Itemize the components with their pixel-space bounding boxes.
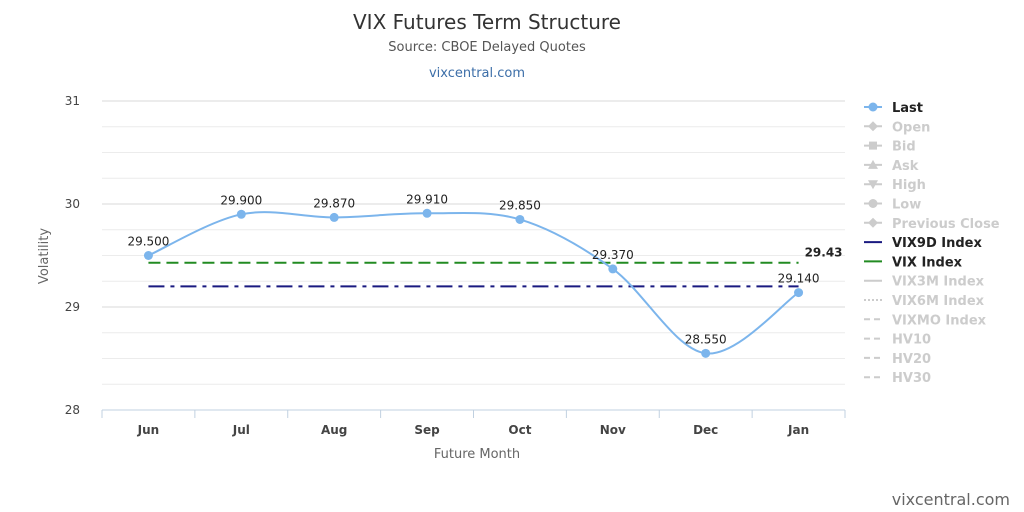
legend-item[interactable]: Bid — [864, 140, 916, 155]
legend-label: Bid — [892, 140, 916, 155]
x-axis-title: Future Month — [434, 447, 520, 462]
legend-marker — [868, 180, 878, 190]
x-tick-label: Oct — [508, 423, 531, 437]
x-tick-label: Jan — [787, 423, 809, 437]
legend-item[interactable]: High — [864, 178, 926, 193]
reference-line-label: 29.43 — [805, 246, 843, 260]
legend-label: Ask — [892, 159, 919, 174]
x-axis: Jun Jul Aug Sep Oct Nov Dec Jan — [101, 409, 846, 437]
legend-label: Previous Close — [892, 217, 1000, 232]
y-axis-title: Volatility — [37, 228, 52, 284]
data-point[interactable] — [143, 251, 153, 260]
x-tick-label: Dec — [693, 423, 718, 437]
legend-label: VIX3M Index — [892, 275, 985, 290]
legend-item[interactable]: VIX9D Index — [864, 236, 982, 251]
legend-item[interactable]: Low — [864, 198, 921, 213]
legend-label: HV20 — [892, 352, 931, 367]
legend-item[interactable]: HV10 — [864, 333, 931, 348]
data-point[interactable] — [515, 214, 525, 224]
legend-marker — [868, 102, 878, 112]
legend-item[interactable]: HV30 — [864, 371, 931, 386]
legend-item[interactable]: VIX Index — [864, 255, 963, 270]
y-tick-label: 30 — [65, 197, 80, 211]
legend-item[interactable]: HV20 — [864, 352, 931, 367]
data-point[interactable] — [236, 209, 246, 219]
legend-marker — [868, 199, 878, 208]
data-point[interactable] — [608, 264, 618, 274]
legend-label: HV10 — [892, 333, 931, 348]
x-tick-label: Jun — [137, 423, 160, 437]
site-link[interactable]: vixcentral.com — [429, 66, 525, 81]
data-point[interactable] — [701, 348, 711, 358]
data-label: 28.550 — [685, 332, 727, 346]
legend-item[interactable]: VIX3M Index — [864, 275, 985, 290]
data-label: 29.910 — [406, 192, 448, 206]
chart-credit[interactable]: vixcentral.com — [892, 490, 1010, 509]
chart-subtitle: Source: CBOE Delayed Quotes — [388, 40, 586, 55]
data-point[interactable] — [329, 212, 339, 222]
legend-item[interactable]: Ask — [864, 159, 919, 174]
data-label: 29.870 — [313, 196, 355, 210]
x-tick-label: Nov — [600, 423, 626, 437]
legend-label: High — [892, 178, 926, 193]
legend-item[interactable]: Open — [864, 120, 930, 135]
legend-marker — [869, 141, 877, 150]
legend-label: Low — [892, 198, 921, 213]
legend-label: VIX6M Index — [892, 294, 985, 309]
data-label: 29.140 — [778, 272, 820, 286]
legend-label: VIX9D Index — [892, 236, 982, 251]
plot-series: 29.43 29.500 29.900 29.870 29.910 29.850 29.37… — [127, 192, 843, 358]
legend-item[interactable]: VIXMO Index — [864, 313, 987, 328]
legend-label: VIXMO Index — [892, 313, 987, 328]
legend-label: HV30 — [892, 371, 931, 386]
x-tick-label: Jul — [232, 423, 250, 437]
legend-label: Last — [892, 101, 923, 116]
data-label: 29.370 — [592, 248, 634, 262]
y-axis-ticks: 28 29 30 31 — [65, 94, 80, 417]
legend-item[interactable]: Last — [864, 101, 923, 116]
chart-title: VIX Futures Term Structure — [353, 10, 621, 34]
gridlines — [102, 100, 845, 411]
data-point[interactable] — [422, 208, 432, 218]
data-label: 29.500 — [127, 235, 169, 249]
y-tick-label: 28 — [65, 403, 80, 417]
data-point[interactable] — [794, 288, 804, 298]
data-label: 29.900 — [220, 193, 262, 207]
data-label: 29.850 — [499, 198, 541, 212]
legend-label: VIX Index — [892, 255, 963, 270]
x-tick-label: Sep — [414, 423, 440, 437]
y-tick-label: 29 — [65, 300, 80, 314]
legend-marker — [868, 121, 878, 132]
legend-marker — [868, 159, 878, 169]
x-tick-label: Aug — [321, 423, 347, 437]
y-tick-label: 31 — [65, 94, 80, 108]
legend-marker — [868, 217, 878, 228]
legend[interactable]: Last Open Bid Ask High Low Previous Close VIX9D… — [864, 101, 1000, 386]
legend-item[interactable]: Previous Close — [864, 217, 1000, 232]
legend-label: Open — [892, 120, 930, 135]
legend-item[interactable]: VIX6M Index — [864, 294, 985, 309]
